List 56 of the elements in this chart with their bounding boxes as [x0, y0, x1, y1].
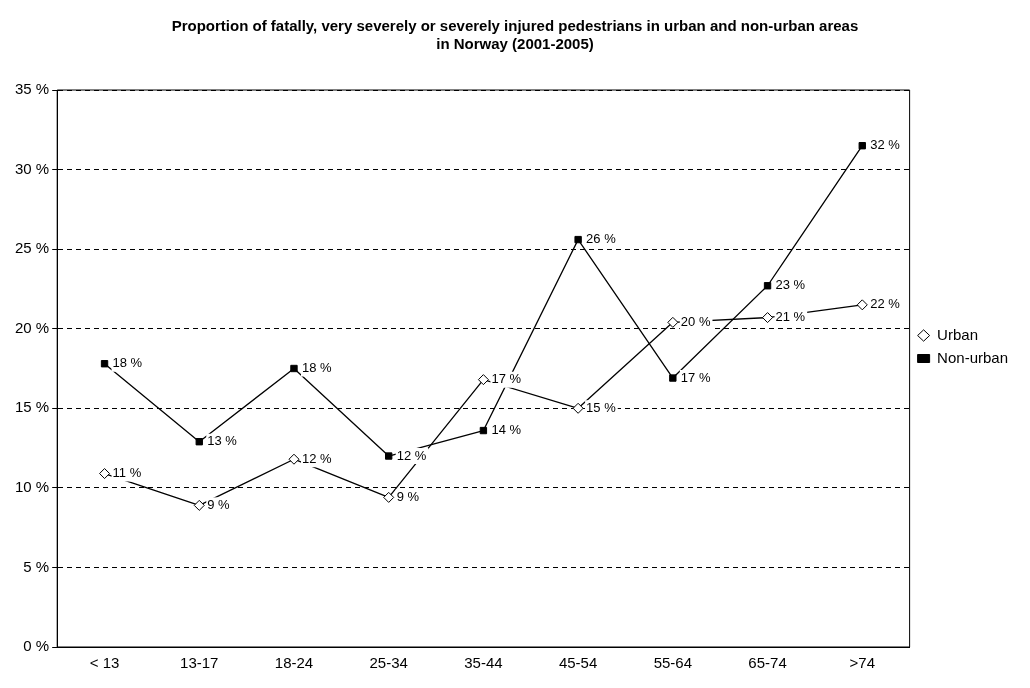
x-tick-label: 45-54	[558, 654, 598, 672]
y-tick-label: 0 %	[23, 637, 50, 655]
point	[763, 282, 772, 290]
point	[856, 299, 868, 311]
point	[572, 402, 584, 414]
y-tick-label: 20 %	[14, 318, 50, 336]
point	[193, 499, 205, 511]
x-tick-label: < 13	[89, 654, 120, 672]
data-label: 11 %	[112, 465, 142, 481]
data-label: 14 %	[491, 422, 522, 438]
data-label: 15 %	[586, 399, 617, 415]
y-tick-label: 10 %	[14, 478, 50, 495]
data-label: 26 %	[586, 231, 617, 247]
legend-label: Urban	[937, 325, 978, 343]
point	[858, 142, 866, 150]
data-label: 12 %	[396, 447, 427, 463]
y-tick-label: 30 %	[14, 159, 50, 177]
x-tick-label: 25-34	[369, 654, 408, 672]
point	[669, 374, 677, 382]
data-label: 22 %	[870, 296, 901, 312]
point	[762, 312, 774, 324]
point	[100, 360, 109, 368]
data-label: 9 %	[396, 488, 420, 504]
data-label: 12 %	[301, 450, 333, 466]
data-label: 32 %	[870, 137, 901, 153]
data-label: 17 %	[491, 371, 522, 387]
x-tick-label: 65-74	[748, 654, 787, 672]
data-label: 18 %	[112, 355, 143, 371]
x-tick-label: >74	[849, 654, 875, 672]
point	[290, 364, 298, 373]
point	[477, 374, 489, 386]
x-tick-label: 18-24	[274, 654, 314, 672]
data-label: 18 %	[301, 360, 333, 376]
data-label: 21 %	[775, 309, 806, 325]
data-label: 9 %	[207, 496, 231, 512]
point	[99, 468, 111, 480]
data-label: 13 %	[207, 433, 238, 449]
point	[195, 438, 203, 446]
y-tick-label: 15 %	[14, 398, 50, 416]
point	[383, 491, 395, 503]
y-tick-label: 5 %	[23, 557, 50, 575]
x-tick-label: 55-64	[653, 654, 693, 672]
data-label: 20 %	[680, 313, 711, 329]
point	[667, 316, 679, 328]
y-tick-label: 25 %	[14, 239, 50, 257]
data-label: 23 %	[775, 277, 806, 293]
x-tick-label: 35-44	[464, 654, 503, 672]
chart-title: Proportion of fatally, very severely or severely injured pedestrians in urban and non-urban areas in Norway (2001-2005)	[171, 17, 859, 53]
point	[288, 453, 300, 465]
data-label: 17 %	[680, 369, 711, 385]
point	[385, 452, 393, 460]
point	[574, 235, 582, 244]
y-tick-label: 35 %	[14, 80, 50, 98]
x-tick-label: 13-17	[180, 654, 219, 672]
point	[479, 426, 488, 435]
legend-label: Non-urban	[937, 348, 1009, 366]
